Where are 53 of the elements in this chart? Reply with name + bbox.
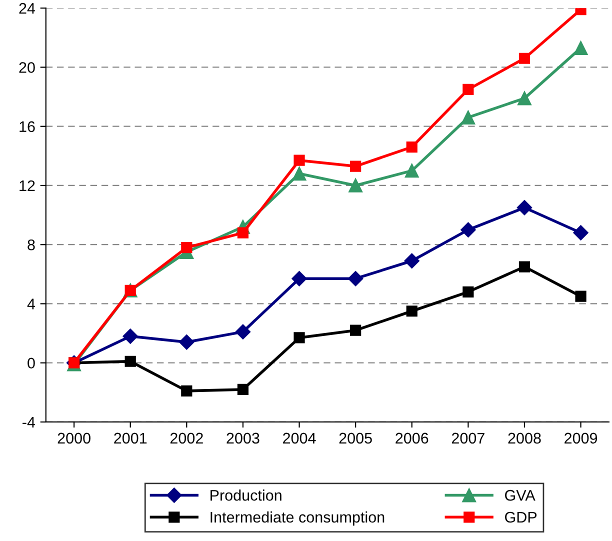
point [573,225,588,240]
point [406,306,418,317]
point [462,286,474,298]
x-tick-label: 2003 [226,432,260,444]
point [292,271,307,286]
y-tick-label: 12 [20,180,35,192]
point [350,160,362,172]
point [235,324,251,340]
point [404,253,420,268]
legend-label: GVA [505,490,536,501]
x-tick-label: 2000 [58,432,90,444]
point [122,328,138,344]
point [237,227,249,238]
point [518,91,532,106]
point [292,166,306,181]
x-tick-label: 2004 [283,432,316,444]
y-tick-label: 20 [19,62,35,73]
x-tick-label: 2009 [564,432,598,444]
legend-label: Production [210,490,282,501]
y-tick-label: 16 [20,121,35,132]
point [462,84,474,95]
x-tick-label: 2005 [339,432,372,444]
y-tick-label: -4 [22,417,36,428]
point [518,261,530,272]
point [516,200,532,216]
point [124,356,136,367]
x-tick-label: 2007 [452,432,484,444]
y-tick-label: 0 [28,358,35,369]
point [404,164,419,178]
point [348,271,364,286]
point [406,142,418,153]
point [460,222,476,238]
x-tick-label: 2008 [508,432,541,444]
point [294,332,305,344]
legend-label: GDP [505,512,537,523]
point [181,385,192,396]
point [348,178,363,192]
x-tick-label: 2006 [396,432,428,444]
legend-label: Intermediate consumption [210,511,384,526]
point [181,242,192,254]
point [179,334,194,350]
point [574,41,588,55]
point [518,52,530,64]
point [575,290,586,302]
x-tick-label: 2002 [170,432,203,444]
y-tick-label: 4 [27,298,36,310]
point [237,384,249,396]
point [350,324,362,336]
point [461,110,476,124]
y-tick-label: 8 [28,239,35,250]
x-tick-label: 2001 [114,432,147,444]
y-tick-label: 24 [19,2,36,14]
point [294,154,305,166]
